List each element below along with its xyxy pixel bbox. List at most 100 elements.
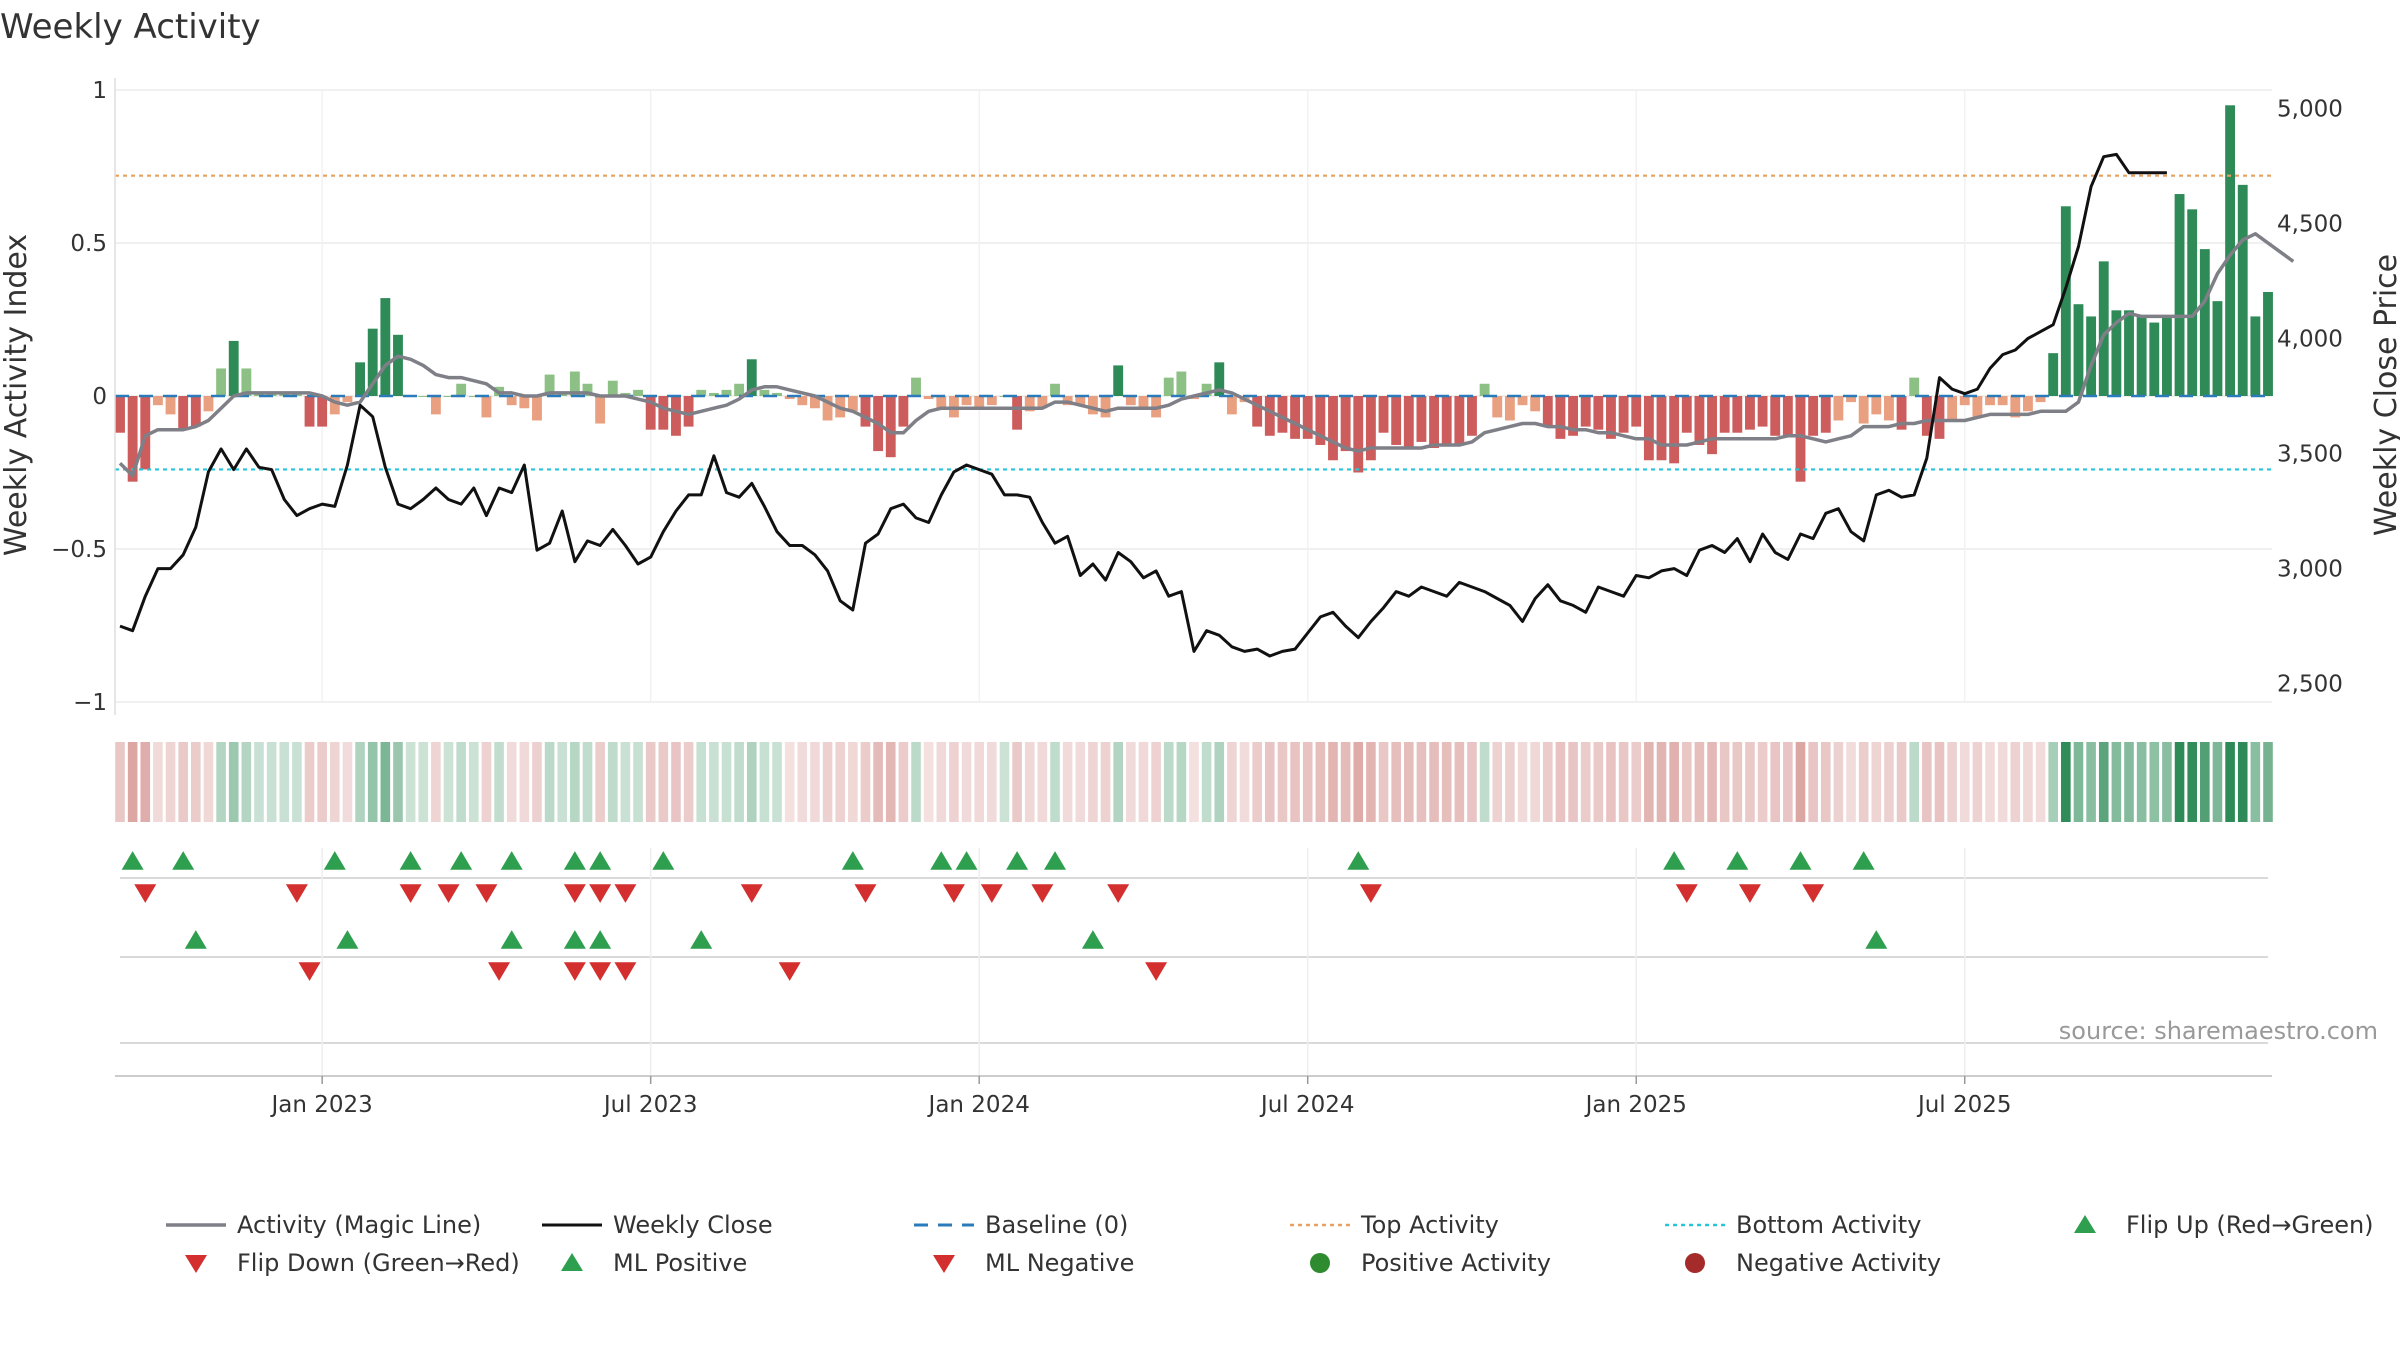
strip-cell <box>254 742 264 822</box>
activity-bar <box>1795 396 1806 482</box>
activity-bar <box>1416 396 1427 442</box>
legend-swatch-triangle-up <box>2074 1215 2096 1233</box>
activity-bar <box>936 396 947 409</box>
activity-bar <box>986 396 997 406</box>
flip-down-marker <box>980 884 1003 903</box>
strip-cell <box>317 742 327 822</box>
activity-bar <box>1820 396 1831 433</box>
strip-cell <box>191 742 201 822</box>
activity-bar <box>2161 316 2172 396</box>
strip-cell <box>2035 742 2046 822</box>
strip-cell <box>292 742 302 822</box>
strip-cell <box>1732 742 1743 822</box>
strip-cell <box>2174 742 2185 822</box>
ml-negative-marker <box>563 962 586 981</box>
strip-cell <box>1871 742 1882 822</box>
activity-bar <box>1871 396 1882 415</box>
flip-down-marker <box>1675 884 1698 903</box>
activity-bar <box>216 368 227 396</box>
strip-cell <box>216 742 226 822</box>
strip-cell <box>848 742 858 822</box>
strip-cell <box>1922 742 1932 822</box>
flip-down-marker <box>399 884 422 903</box>
activity-bar <box>683 396 694 427</box>
flip-up-marker <box>1789 851 1812 870</box>
ml-positive-marker <box>563 930 586 949</box>
activity-bar <box>1100 396 1111 418</box>
strip-cell <box>784 742 795 822</box>
left-tick-label: −1 <box>73 690 107 716</box>
activity-bar <box>355 362 365 396</box>
activity-bar <box>1429 396 1439 449</box>
strip-cell <box>127 742 138 822</box>
left-tick-label: 0.5 <box>70 231 107 257</box>
activity-bar <box>810 396 820 409</box>
activity-bar <box>2149 322 2160 396</box>
strip-cell <box>1681 742 1692 822</box>
activity-bar <box>1542 396 1553 427</box>
flip-down-marker <box>854 884 877 903</box>
strip-cell <box>2237 742 2248 822</box>
strip-cell <box>633 742 643 822</box>
strip-cell <box>860 742 871 822</box>
activity-bar <box>1024 396 1035 412</box>
strip-cell <box>1783 742 1793 822</box>
activity-bar <box>1391 396 1402 445</box>
flip-down-marker <box>134 884 157 903</box>
flip-down-marker <box>740 884 763 903</box>
strip-cell <box>2023 742 2033 822</box>
legend-swatch-dot <box>1685 1253 1705 1273</box>
activity-bar <box>140 396 151 470</box>
strip-cell <box>2187 742 2197 822</box>
activity-bar <box>1467 396 1477 436</box>
activity-bar <box>671 396 681 436</box>
strip-cell <box>1138 742 1149 822</box>
activity-bar <box>633 389 643 396</box>
activity-bar <box>2225 105 2236 397</box>
activity-bar <box>1504 396 1515 421</box>
activity-bar <box>1858 396 1869 424</box>
strip-cell <box>1378 742 1389 822</box>
activity-bar <box>468 396 479 397</box>
strip-cell <box>797 742 808 822</box>
strip-cell <box>835 742 846 822</box>
ml-positive-marker <box>184 930 207 949</box>
x-tick-label: Jul 2024 <box>1259 1092 1355 1118</box>
activity-bar <box>1643 396 1654 461</box>
activity-bar <box>1252 396 1263 427</box>
activity-bar <box>1745 396 1755 430</box>
activity-bar <box>1884 396 1894 421</box>
ml-positive-marker <box>1865 930 1888 949</box>
legend-swatch-triangle-down <box>933 1255 955 1273</box>
flip-down-marker <box>1031 884 1054 903</box>
strip-cell <box>1707 742 1717 822</box>
legend: Activity (Magic Line) Weekly Close Baselin… <box>166 1211 2374 1277</box>
strip-cell <box>405 742 416 822</box>
strip-cell <box>1896 742 1907 822</box>
strip-cell <box>1757 742 1768 822</box>
strip-cell <box>1037 742 1048 822</box>
activity-bar <box>645 396 656 430</box>
strip-cell <box>2225 742 2235 822</box>
strip-cell <box>999 742 1010 822</box>
strip-cell <box>2162 742 2172 822</box>
activity-bar <box>1340 396 1351 452</box>
strip-cell <box>2124 742 2134 822</box>
strip-cell <box>671 742 681 822</box>
strip-cell <box>1618 742 1629 822</box>
legend-item: ML Positive <box>613 1249 747 1277</box>
strip-cell <box>1997 742 2008 822</box>
activity-bar <box>1934 396 1945 439</box>
activity-bar <box>721 389 732 396</box>
strip-cell <box>1959 742 1970 822</box>
activity-bar <box>2124 310 2134 396</box>
strip-cell <box>721 742 732 822</box>
activity-bar <box>1075 396 1086 406</box>
strip-cell <box>1062 742 1073 822</box>
strip-cell <box>1669 742 1679 822</box>
strip-cell <box>772 742 782 822</box>
weekly-close-line <box>119 152 2167 658</box>
activity-bar <box>127 396 138 482</box>
flip-up-marker <box>589 851 612 870</box>
